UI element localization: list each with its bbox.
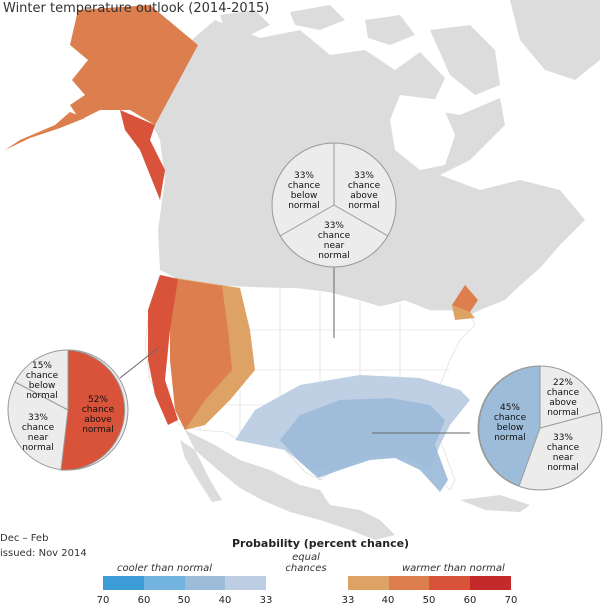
legend-tick-label: 60 [137,595,151,606]
arctic-island-3 [365,15,415,45]
legend-segment [429,576,471,590]
legend-tick-label: 40 [218,595,232,606]
legend-segment [306,576,348,590]
pie-central-near: 33% chance near normal [318,221,351,261]
alaska-peninsula [5,112,85,150]
pie-central-above: 33% chance above normal [348,171,381,211]
legend-tick-label: 60 [463,595,477,606]
legend-segment [388,576,430,590]
legend-tick-label: 50 [422,595,436,606]
legend-equal-label: equal chances [285,552,327,574]
cool-50-band [280,398,448,492]
legend-segment [266,576,307,590]
legend-tick-label: 33 [341,595,355,606]
pie-southeast-above: 22% chance above normal [547,378,580,418]
pie-southeast-near: 33% chance near normal [547,433,580,473]
leader-left [119,347,159,379]
pie-west-below: 15% chance below normal [26,361,59,401]
pie-southeast-below: 45% chance below normal [494,403,527,443]
new-england-warm-40 [452,305,475,320]
hudson-bay [390,95,455,170]
legend-tick-label: 33 [259,595,273,606]
legend-title: Probability (percent chance) [232,537,410,550]
legend-segment [184,576,226,590]
legend-segment [143,576,185,590]
cuba [460,495,530,512]
pie-west: 15% chance below normal 52% chance above norma… [7,349,129,471]
pie-west-near: 33% chance near normal [22,413,55,453]
pie-southeast: 45% chance below normal 22% chance above norma… [477,365,603,491]
legend-tick-label: 70 [504,595,518,606]
legend-tick-label: 50 [177,595,191,606]
legend-segment [470,576,511,590]
legend-tick-label: 70 [96,595,110,606]
arctic-island-2 [290,5,345,30]
greenland [510,0,600,80]
pie-west-above: 52% chance above normal [82,395,115,435]
legend-color-bar [103,576,511,590]
pie-central-below: 33% chance below normal [288,171,321,211]
issue-date: issued: Nov 2014 [0,548,87,559]
baja-california [180,440,222,502]
alaska-panhandle [120,110,165,200]
map-title: Winter temperature outlook (2014-2015) [3,1,270,16]
mexico-land [185,430,395,540]
alaska [70,5,198,125]
arctic-island-1 [220,10,270,35]
warm-60-band [148,275,178,425]
legend-tick-label: 40 [381,595,395,606]
legend-segment [103,576,144,590]
legend-warmer-label: warmer than normal [402,563,505,574]
legend-cooler-label: cooler than normal [117,563,213,574]
baffin-island [430,25,500,95]
legend-segment [347,576,389,590]
legend-segment [225,576,267,590]
forecast-period: Dec – Feb [0,533,49,544]
warm-50-band [170,278,232,430]
pie-central: 33% chance below normal 33% chance above norma… [271,142,397,268]
